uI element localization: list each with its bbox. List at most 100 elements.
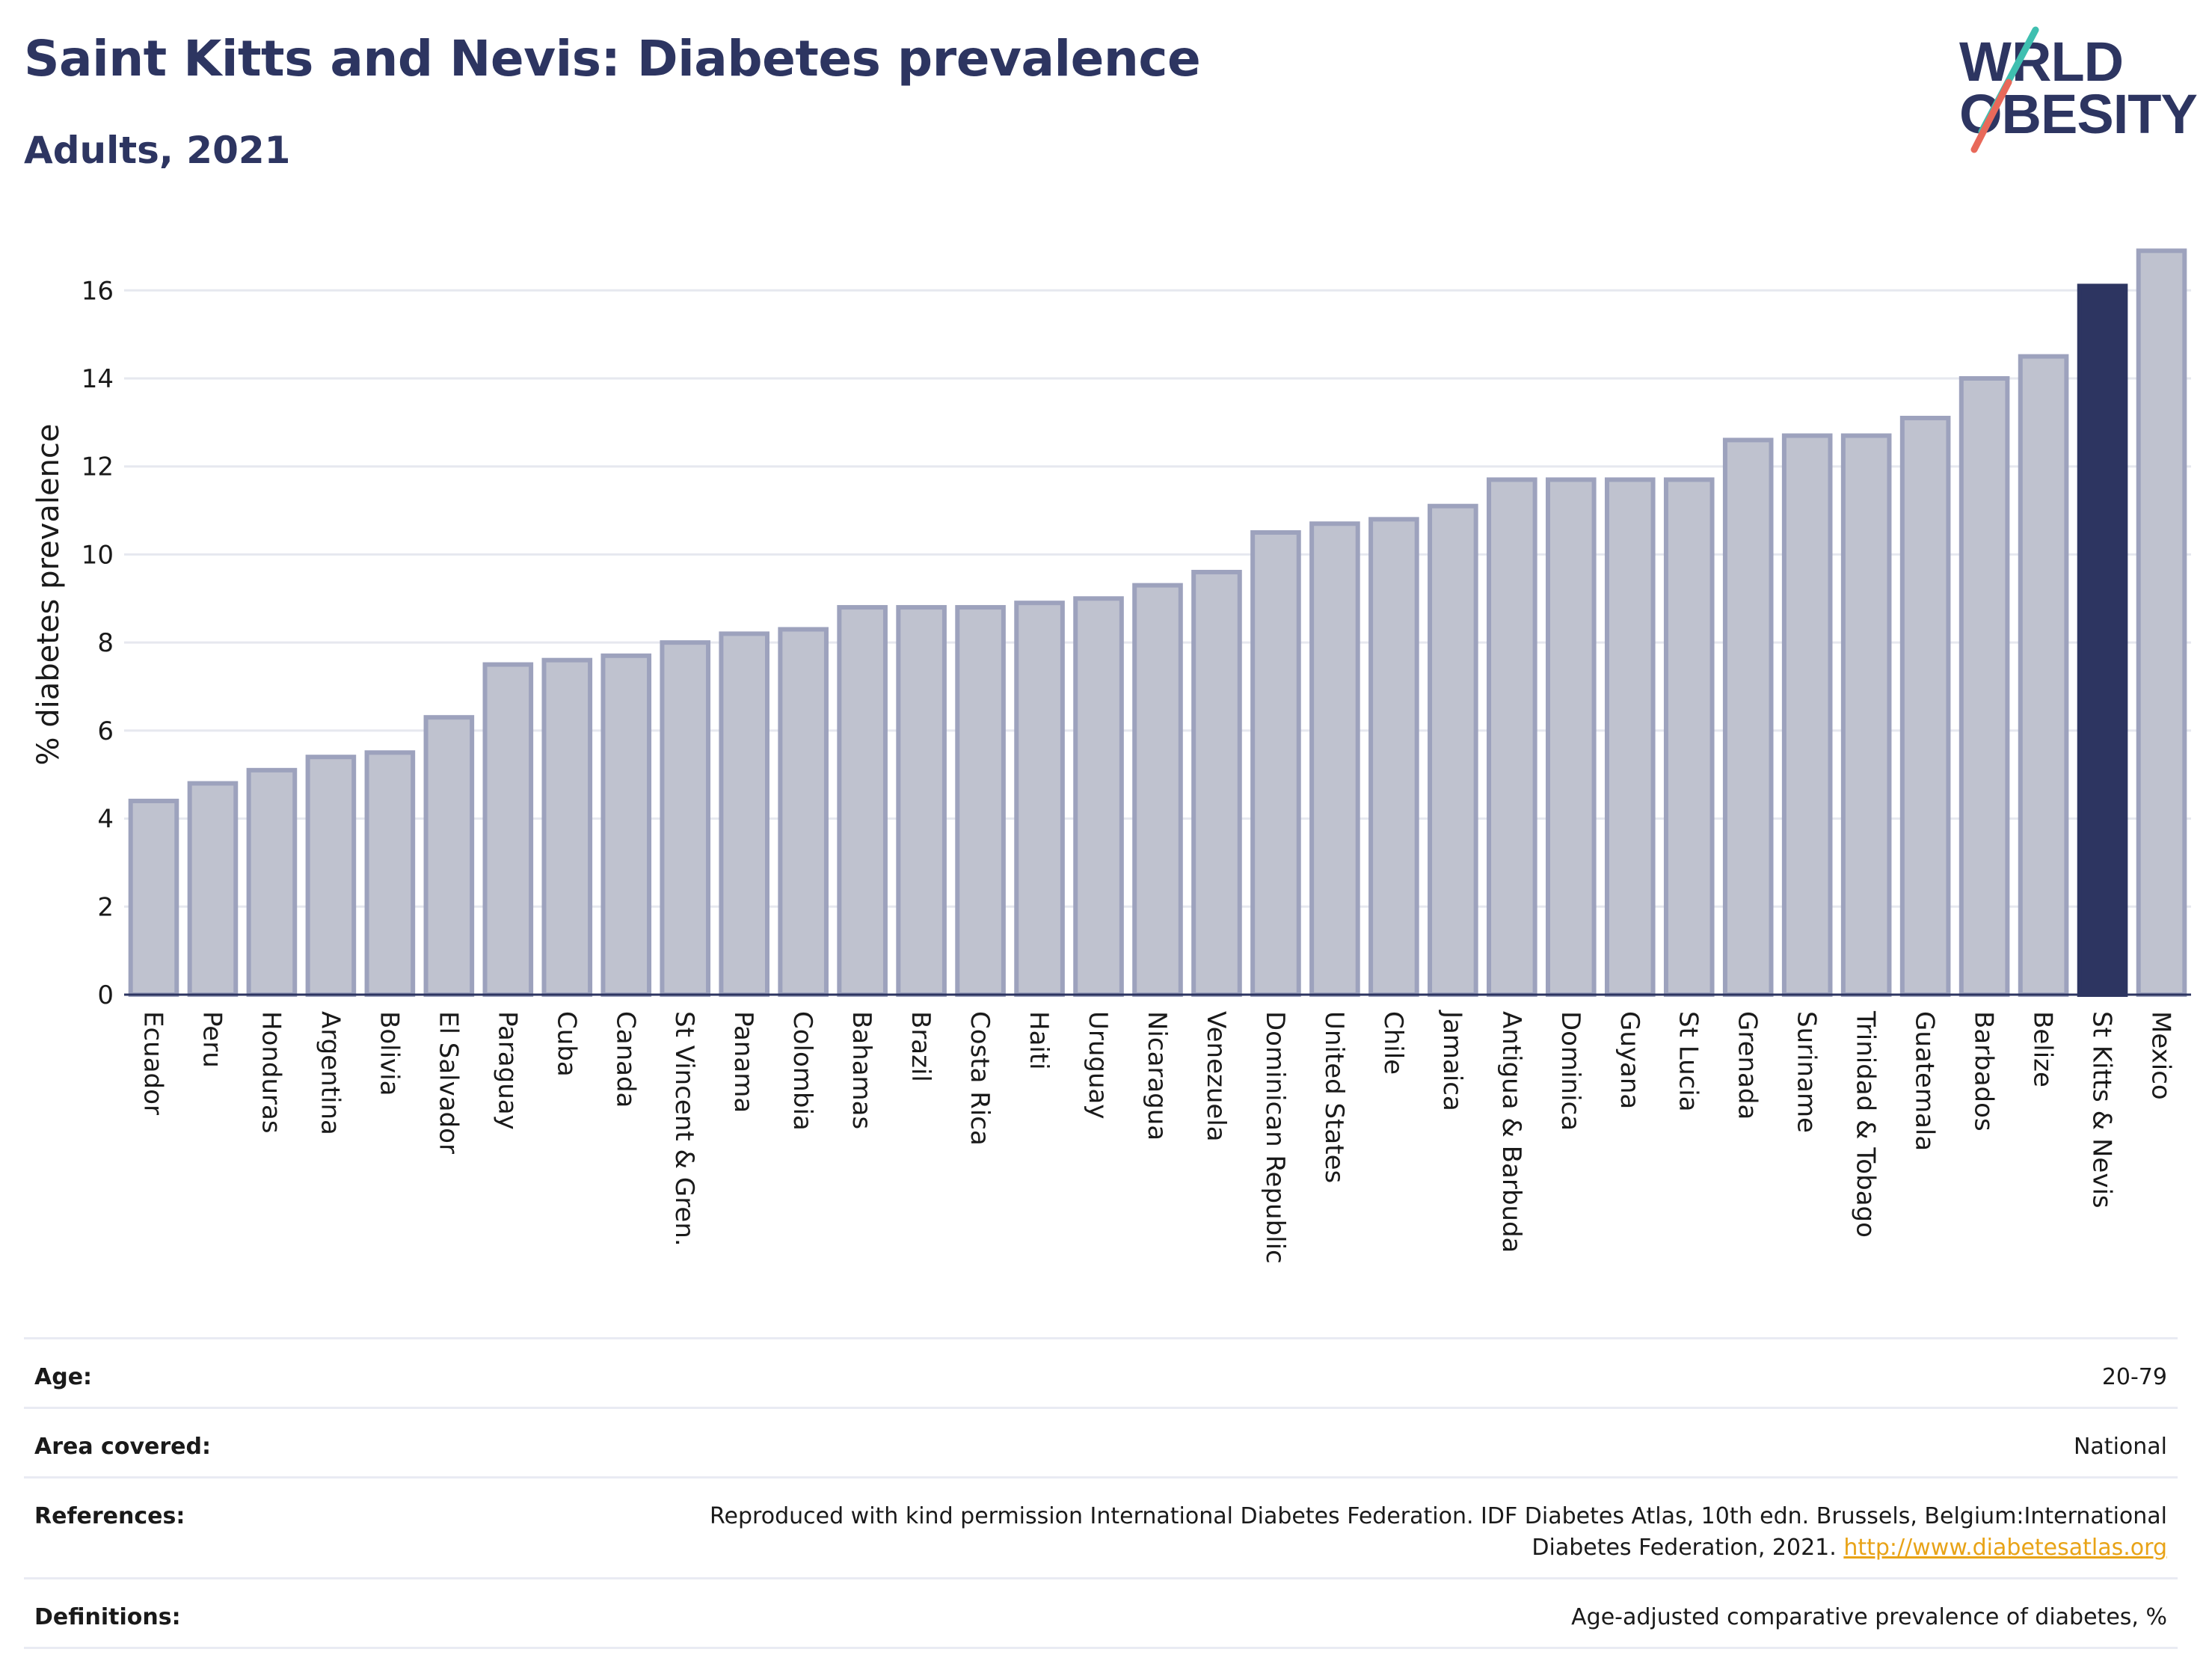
bar	[837, 605, 888, 997]
bar	[1132, 583, 1183, 997]
info-row-area: Area covered: National	[24, 1407, 2178, 1476]
y-tick-label: 2	[97, 892, 114, 922]
x-tick-label: Paraguay	[492, 1011, 522, 1130]
age-label: Age:	[34, 1364, 93, 1390]
bar	[541, 657, 593, 998]
info-row-age: Age: 20-79	[24, 1337, 2178, 1407]
bar	[1250, 530, 1301, 997]
svg-text:W: W	[1959, 31, 2012, 93]
x-tick-label: Canada	[610, 1011, 640, 1108]
x-tick-label: Peru	[197, 1011, 227, 1068]
bar-chart: 0 2 4 6 8 10 12 14 16 Ecuador Peru Honduras Argenti…	[31, 248, 2191, 1264]
bar	[1604, 477, 1656, 997]
bar	[1368, 517, 1419, 997]
x-tick-label: Ecuador	[138, 1011, 168, 1115]
references-value: Reproduced with kind permission Internat…	[612, 1501, 2167, 1564]
bar	[1309, 521, 1360, 997]
references-label: References:	[34, 1503, 185, 1529]
bar	[1487, 477, 1537, 997]
x-tick-label: Barbados	[1969, 1011, 1999, 1132]
bar	[1958, 376, 2010, 997]
info-row-definitions: Definitions: Age-adjusted comparative pr…	[24, 1577, 2178, 1649]
bar	[1191, 569, 1242, 997]
x-tick-label: Grenada	[1733, 1011, 1763, 1120]
bar	[128, 799, 179, 997]
x-tick-label: Colombia	[787, 1011, 817, 1131]
x-tick-label: Jamaica	[1437, 1010, 1467, 1111]
y-tick-label: 0	[97, 980, 114, 1010]
bar	[896, 605, 947, 997]
bar	[660, 640, 711, 998]
x-tick-label: Belize	[2028, 1011, 2058, 1087]
bar	[364, 750, 416, 997]
info-row-references: References: Reproduced with kind permiss…	[24, 1476, 2178, 1577]
page-subtitle: Adults, 2021	[24, 129, 291, 172]
bar	[1073, 596, 1124, 997]
x-tick-label: Panama	[728, 1011, 758, 1113]
bar	[305, 755, 357, 998]
references-link[interactable]: http://www.diabetesatlas.org	[1843, 1535, 2167, 1561]
bar	[719, 631, 769, 997]
bar	[2018, 354, 2069, 998]
bar	[778, 627, 829, 997]
x-tick-label: St Kitts & Nevis	[2087, 1011, 2117, 1209]
world-obesity-logo: W RLD OBESITY	[1959, 26, 2198, 153]
y-tick-label: 8	[97, 628, 114, 658]
age-value: 20-79	[2101, 1364, 2167, 1390]
bar	[955, 605, 1006, 997]
y-tick-label: 14	[82, 364, 114, 394]
x-tick-label: Suriname	[1792, 1011, 1822, 1133]
bar	[1722, 437, 1774, 997]
x-tick-label: Haiti	[1024, 1011, 1054, 1070]
x-tick-label: Antigua & Barbuda	[1496, 1011, 1526, 1253]
x-tick-label: El Salvador	[433, 1011, 463, 1154]
y-axis-title: % diabetes prevalence	[31, 423, 66, 765]
bar	[600, 653, 652, 997]
bar	[1428, 503, 1478, 997]
x-tick-label: Nicaragua	[1142, 1011, 1172, 1140]
info-table: Age: 20-79 Area covered: National Refere…	[24, 1337, 2178, 1649]
definitions-value: Age-adjusted comparative prevalence of d…	[1571, 1604, 2167, 1630]
x-tick-label: Mexico	[2146, 1011, 2176, 1100]
x-tick-label: Guatemala	[1910, 1011, 1940, 1151]
bar	[1840, 433, 1892, 997]
bar	[1663, 477, 1715, 997]
page-title: Saint Kitts and Nevis: Diabetes prevalen…	[24, 30, 1201, 87]
x-tick-label: Honduras	[256, 1011, 286, 1134]
x-axis-labels: Ecuador Peru Honduras Argentina Bolivia El Sa…	[138, 1010, 2175, 1264]
y-axis-ticks: 0 2 4 6 8 10 12 14 16	[82, 276, 114, 1010]
bar	[1014, 601, 1065, 997]
bar	[1781, 433, 1833, 997]
y-tick-label: 16	[82, 276, 114, 306]
bar	[1546, 477, 1597, 997]
y-tick-label: 4	[97, 805, 114, 835]
y-tick-label: 12	[82, 452, 114, 482]
x-tick-label: Bolivia	[374, 1011, 404, 1096]
bar	[482, 662, 534, 997]
x-tick-label: Cuba	[551, 1011, 581, 1077]
bar	[2136, 248, 2187, 998]
x-tick-label: Bahamas	[847, 1011, 876, 1129]
bar	[423, 715, 475, 997]
bar	[1899, 415, 1951, 997]
x-tick-label: Chile	[1378, 1011, 1408, 1075]
bar	[246, 767, 298, 998]
x-tick-label: Venezuela	[1201, 1011, 1231, 1142]
x-tick-label: United States	[1319, 1011, 1349, 1183]
x-tick-label: Trinidad & Tobago	[1851, 1010, 1881, 1238]
x-tick-label: Costa Rica	[965, 1011, 995, 1146]
x-tick-label: Brazil	[906, 1011, 936, 1082]
area-label: Area covered:	[34, 1434, 211, 1460]
bars	[128, 248, 2187, 998]
bar-highlight	[2077, 283, 2128, 997]
x-tick-label: Uruguay	[1083, 1011, 1113, 1120]
x-tick-label: St Lucia	[1674, 1011, 1703, 1112]
definitions-label: Definitions:	[34, 1604, 181, 1630]
y-tick-label: 6	[97, 716, 114, 746]
references-text: Reproduced with kind permission Internat…	[710, 1503, 2167, 1561]
x-tick-label: Dominica	[1555, 1011, 1585, 1131]
x-tick-label: St Vincent & Gren.	[669, 1011, 699, 1247]
bar	[187, 781, 239, 997]
y-tick-label: 10	[82, 540, 114, 570]
x-tick-label: Argentina	[315, 1011, 345, 1135]
